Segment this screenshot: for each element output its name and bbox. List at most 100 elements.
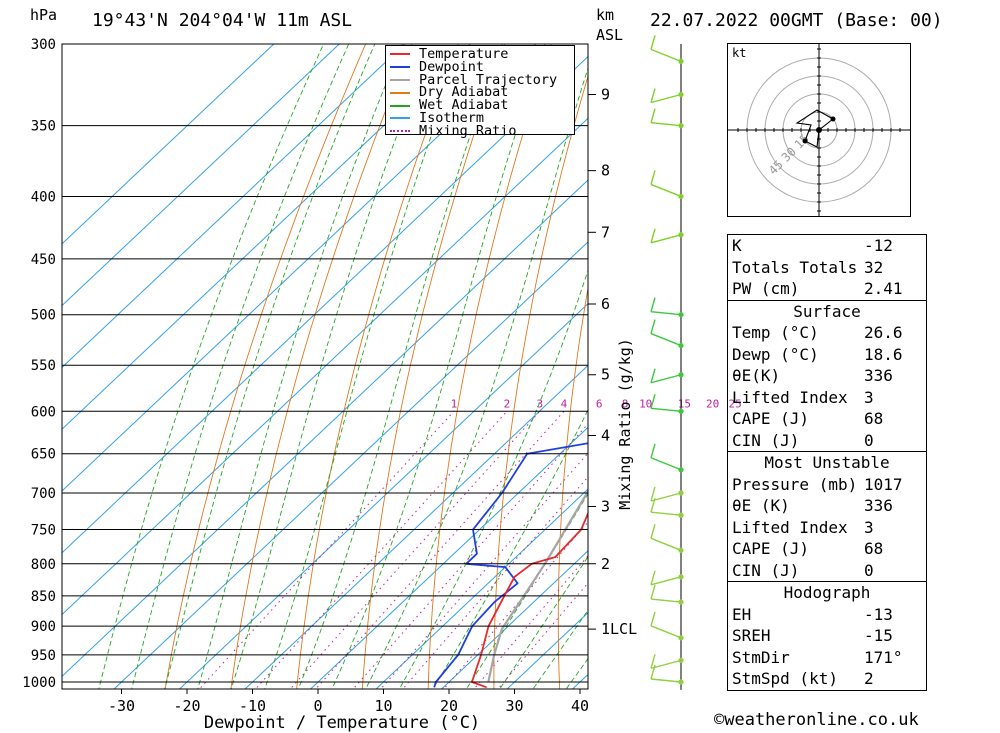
stats.surface-label: θE(K): [732, 366, 781, 385]
wind-barb-dot: [678, 679, 684, 685]
wind-barb-flag: [650, 319, 656, 334]
wind-barb-dot: [678, 342, 684, 349]
height-tick-label: 9: [601, 86, 610, 104]
most-unstable-indices: Pressure (mb) 1017 θE (K) 336 Lifted Index 3 C…: [728, 474, 926, 582]
wind-barb-dot: [678, 467, 684, 473]
wind-barb: [650, 183, 682, 198]
pressure-tick-label: 600: [31, 404, 56, 420]
hodograph-point: [802, 138, 808, 144]
wind-barb-flag: [650, 486, 656, 502]
legend-label: Mixing Ratio: [419, 122, 517, 139]
general-label: K: [732, 236, 742, 255]
wet-adiabat-line: [164, 44, 376, 689]
isotherm-line: [440, 550, 588, 689]
wind-barb-dot: [678, 58, 684, 64]
stats.surface-row: CIN (J) 0: [728, 430, 926, 452]
legend-label: Parcel Trajectory: [419, 71, 558, 88]
general-value: 32: [864, 257, 884, 277]
stats.surface-label: Lifted Index: [732, 387, 848, 407]
stats.most_unstable-label: Lifted Index: [732, 517, 848, 537]
surface-title: Surface: [728, 299, 926, 323]
stats.most_unstable-label: CAPE (J): [732, 539, 810, 558]
height-tick-label: 5: [601, 366, 610, 384]
legend-entry: Mixing Ratio: [386, 122, 574, 139]
temperature-tick-label: -20: [173, 697, 200, 715]
temperature-tick-label: 30: [505, 697, 523, 715]
wet-adiabat-line: [432, 408, 588, 689]
stats.most_unstable-value: 0: [864, 560, 874, 580]
mixing-ratio-label: 2: [504, 397, 511, 410]
stats.surface-value: 336: [864, 366, 893, 385]
mixing-ratio-line: [473, 555, 588, 689]
stats.hodograph-label: StmSpd (kt): [732, 669, 838, 688]
wind-barb: [650, 407, 682, 413]
wind-barb-flag: [650, 584, 656, 600]
general-row: K -12: [728, 235, 926, 257]
wind-barb-flag: [650, 654, 656, 669]
isotherm-line: [375, 488, 588, 689]
stats.most_unstable-row: CIN (J) 0: [728, 560, 926, 582]
temperature-tick-label: 0: [313, 697, 322, 715]
wind-barb-dot: [678, 312, 684, 318]
wind-barb-flag: [650, 524, 656, 539]
wind-barb: [650, 659, 682, 670]
temperature-tick-label: 20: [440, 697, 458, 715]
wet-adiabat-line: [297, 44, 503, 689]
wind-barb-flag: [650, 170, 656, 185]
mixing-ratio-line: [315, 410, 565, 689]
wind-barb-dot: [678, 408, 684, 414]
temperature-tick-label: 40: [571, 697, 589, 715]
wind-barb: [650, 121, 682, 127]
wind-barb: [650, 511, 682, 516]
stats.hodograph-row: StmDir 171°: [728, 647, 926, 669]
plot-frame: [61, 43, 589, 690]
stats.hodograph-value: 171°: [864, 647, 903, 667]
stats.most_unstable-value: 3: [864, 517, 874, 537]
isotherm-line: [113, 241, 588, 689]
stats.surface-label: Dewp (°C): [732, 344, 819, 364]
stats.most_unstable-value: 68: [864, 539, 884, 558]
height-tick-label: 6: [601, 295, 610, 313]
mixing-ratio-label: 15: [678, 397, 691, 410]
hodograph-trace: [795, 109, 834, 148]
stats.most_unstable-value: 1017: [864, 474, 903, 494]
dry-adiabat-line: [958, 7, 1000, 708]
stats.hodograph-value: 2: [864, 669, 874, 688]
legend-label: Temperature: [419, 46, 509, 62]
wind-barb: [650, 374, 682, 384]
legend-entry: Dry Adiabat: [386, 86, 574, 99]
height-tick-label: 1LCL: [601, 620, 637, 638]
mixing-ratio-label: 8: [622, 397, 629, 410]
dry-adiabat-line: [427, 44, 552, 689]
wind-barb-flag: [650, 498, 656, 513]
wind-barb-flag: [650, 394, 656, 409]
isotherm-line: [178, 303, 588, 689]
wind-barb: [650, 576, 682, 586]
mixing-ratio-label: 10: [639, 397, 652, 410]
height-tick-label: 3: [601, 497, 610, 515]
wind-barb-dot: [678, 599, 684, 605]
wet-adiabat-line: [331, 44, 546, 689]
wet-adiabat-line: [264, 44, 466, 689]
wind-barb-flag: [650, 368, 656, 383]
wind-barb-dot: [678, 657, 684, 663]
stats.most_unstable-row: θE (K) 336: [728, 495, 926, 517]
mixing-ratio-label: 3: [536, 397, 543, 410]
stats.surface-row: Temp (°C) 26.6: [728, 322, 926, 344]
asl-unit-label: ASL: [596, 26, 624, 44]
wind-barb-flag: [650, 228, 656, 243]
wet-adiabat-line: [365, 66, 588, 689]
surface-indices: Temp (°C) 26.6 Dewp (°C) 18.6 θE(K) 336 Lifted…: [728, 322, 926, 451]
credit-footer: ©weatheronline.co.uk: [714, 710, 919, 730]
stats.most_unstable-label: θE (K): [732, 496, 790, 515]
stats.most_unstable-label: CIN (J): [732, 560, 800, 580]
general-row: PW (cm) 2.41: [728, 278, 926, 300]
wind-barb: [650, 625, 682, 639]
hodograph-unit-label: kt: [732, 46, 746, 60]
pressure-tick-label: 300: [31, 37, 56, 53]
mixing-ratio-line: [289, 410, 541, 689]
wind-barb: [650, 48, 682, 63]
wind-barb: [650, 332, 682, 347]
pressure-tick-label: 750: [31, 523, 56, 539]
